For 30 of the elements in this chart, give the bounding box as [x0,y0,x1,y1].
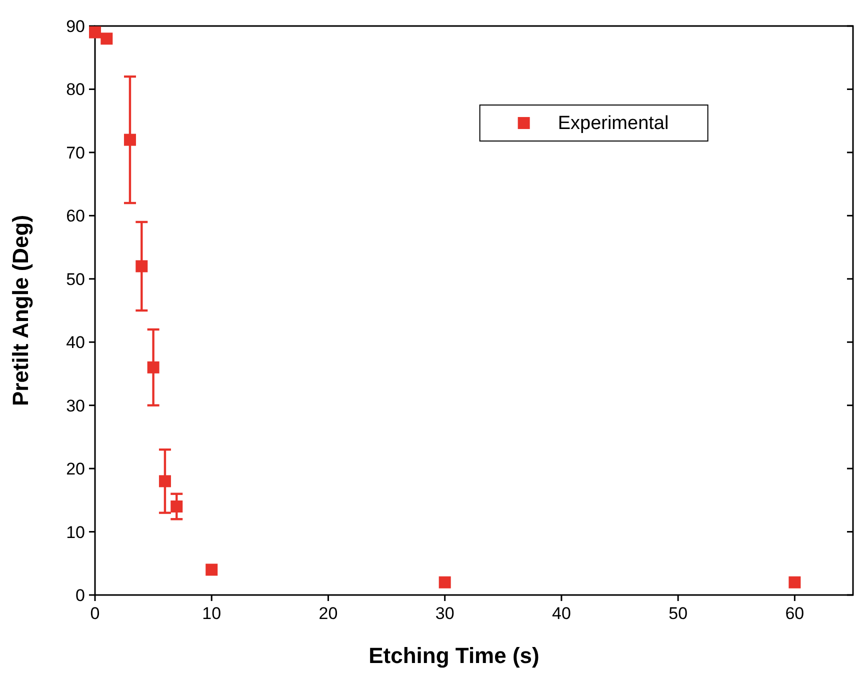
y-axis-title: Pretilt Angle (Deg) [8,214,33,406]
legend-label: Experimental [558,113,669,134]
point [100,32,113,45]
x-tick-label: 40 [552,604,571,623]
x-tick-label: 50 [668,604,688,623]
x-tick-label: 30 [435,604,454,623]
point [158,475,171,488]
x-tick-label: 10 [202,604,222,623]
point [788,576,801,588]
y-tick-label: 40 [66,333,85,352]
y-tick-label: 0 [76,586,85,605]
y-tick-label: 70 [66,143,85,162]
point [136,260,148,272]
point [438,576,451,588]
x-tick-label: 60 [785,604,804,623]
y-tick-label: 60 [66,206,85,226]
point [124,134,136,146]
point [206,564,218,576]
x-axis-title: Etching Time (s) [368,643,540,668]
y-tick-label: 90 [66,17,85,36]
y-tick-label: 80 [66,80,85,100]
y-tick-label: 50 [66,270,85,289]
y-tick-label: 10 [66,522,85,542]
point [89,26,101,38]
x-tick-label: 0 [90,604,100,623]
point [147,361,160,374]
y-tick-label: 30 [66,396,85,416]
x-tick-label: 20 [318,604,338,623]
point [170,500,183,512]
y-tick-label: 20 [66,460,85,479]
